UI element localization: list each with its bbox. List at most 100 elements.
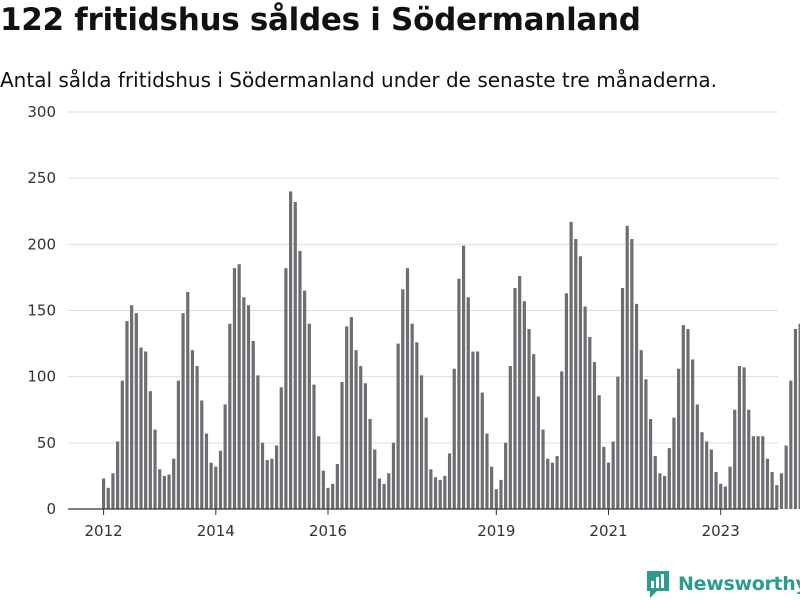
bar <box>251 340 255 509</box>
bar <box>331 483 335 509</box>
bar <box>443 475 447 509</box>
bar <box>494 489 498 509</box>
bar <box>527 329 531 509</box>
bar <box>144 351 148 509</box>
bar <box>672 417 676 509</box>
bar <box>719 483 723 509</box>
bar <box>775 485 779 509</box>
bar <box>303 290 307 509</box>
bar <box>396 343 400 509</box>
bar <box>111 473 115 509</box>
bar <box>611 441 615 509</box>
bar <box>102 478 106 509</box>
bar <box>508 366 512 509</box>
bar <box>335 464 339 509</box>
bar <box>550 462 554 509</box>
bar <box>536 396 540 509</box>
x-axis-ticks: 2012201420162019202120232025 <box>85 509 740 540</box>
bar <box>583 306 587 509</box>
bar <box>134 313 138 509</box>
bar <box>429 469 433 509</box>
bar <box>359 366 363 509</box>
bar <box>218 450 223 509</box>
bar <box>162 475 166 509</box>
y-tick-label: 50 <box>37 434 56 452</box>
bar <box>274 445 279 509</box>
bar <box>569 221 573 509</box>
bar <box>695 404 699 509</box>
bar <box>602 446 606 509</box>
bar <box>592 362 597 509</box>
x-tick-label: 2014 <box>197 522 235 540</box>
bar <box>653 456 657 509</box>
bar <box>419 375 424 509</box>
bar <box>405 268 410 509</box>
bar <box>541 429 545 509</box>
bar <box>789 380 793 509</box>
bar <box>751 436 756 509</box>
bar <box>597 395 601 509</box>
y-tick-label: 0 <box>46 500 56 518</box>
bar <box>686 329 690 509</box>
gridlines: 0 50 100 150 200 250 300 <box>27 103 778 518</box>
bar <box>256 375 260 509</box>
bar <box>518 276 522 509</box>
bar <box>546 458 550 509</box>
bar <box>466 297 470 509</box>
bar <box>779 473 784 509</box>
bar <box>798 323 800 509</box>
bar <box>232 268 237 509</box>
bar <box>784 445 788 509</box>
bar <box>382 483 386 509</box>
bar <box>176 380 180 509</box>
bar <box>284 268 288 509</box>
bar <box>620 288 625 509</box>
bar <box>172 458 176 509</box>
bar <box>578 256 583 509</box>
bar <box>410 323 414 509</box>
bar <box>485 433 489 509</box>
bar <box>742 367 746 509</box>
bar <box>733 409 737 509</box>
x-tick-label: 2016 <box>309 522 347 540</box>
bar <box>555 456 559 509</box>
bar <box>714 471 718 509</box>
bar <box>457 278 461 509</box>
bar <box>691 359 695 509</box>
bar <box>709 449 713 509</box>
bar <box>560 371 564 509</box>
bar <box>363 383 367 509</box>
bar <box>260 442 265 509</box>
bar <box>737 366 741 509</box>
newsworthy-icon <box>647 571 669 598</box>
bar <box>438 479 442 509</box>
bar <box>307 323 311 509</box>
bar <box>116 441 120 509</box>
bar <box>461 245 466 509</box>
bar <box>265 460 269 509</box>
bar <box>415 342 419 509</box>
bar <box>345 326 349 509</box>
bar <box>312 384 316 509</box>
bar <box>634 303 639 509</box>
bar <box>298 250 302 509</box>
bar <box>480 392 484 509</box>
bar <box>223 404 227 509</box>
brand-logo: Newsworthy <box>645 569 800 599</box>
bar <box>723 486 727 509</box>
bar <box>130 305 134 509</box>
bar <box>564 293 569 509</box>
x-tick-label: 2021 <box>589 522 627 540</box>
bar <box>761 436 765 509</box>
bar <box>377 478 382 509</box>
bar <box>663 475 667 509</box>
bar <box>214 466 218 509</box>
bar <box>447 453 452 509</box>
bar <box>373 449 377 509</box>
bar <box>700 432 704 509</box>
bar <box>424 417 428 509</box>
bar <box>667 448 671 509</box>
bar <box>181 313 185 509</box>
bar <box>765 458 770 509</box>
